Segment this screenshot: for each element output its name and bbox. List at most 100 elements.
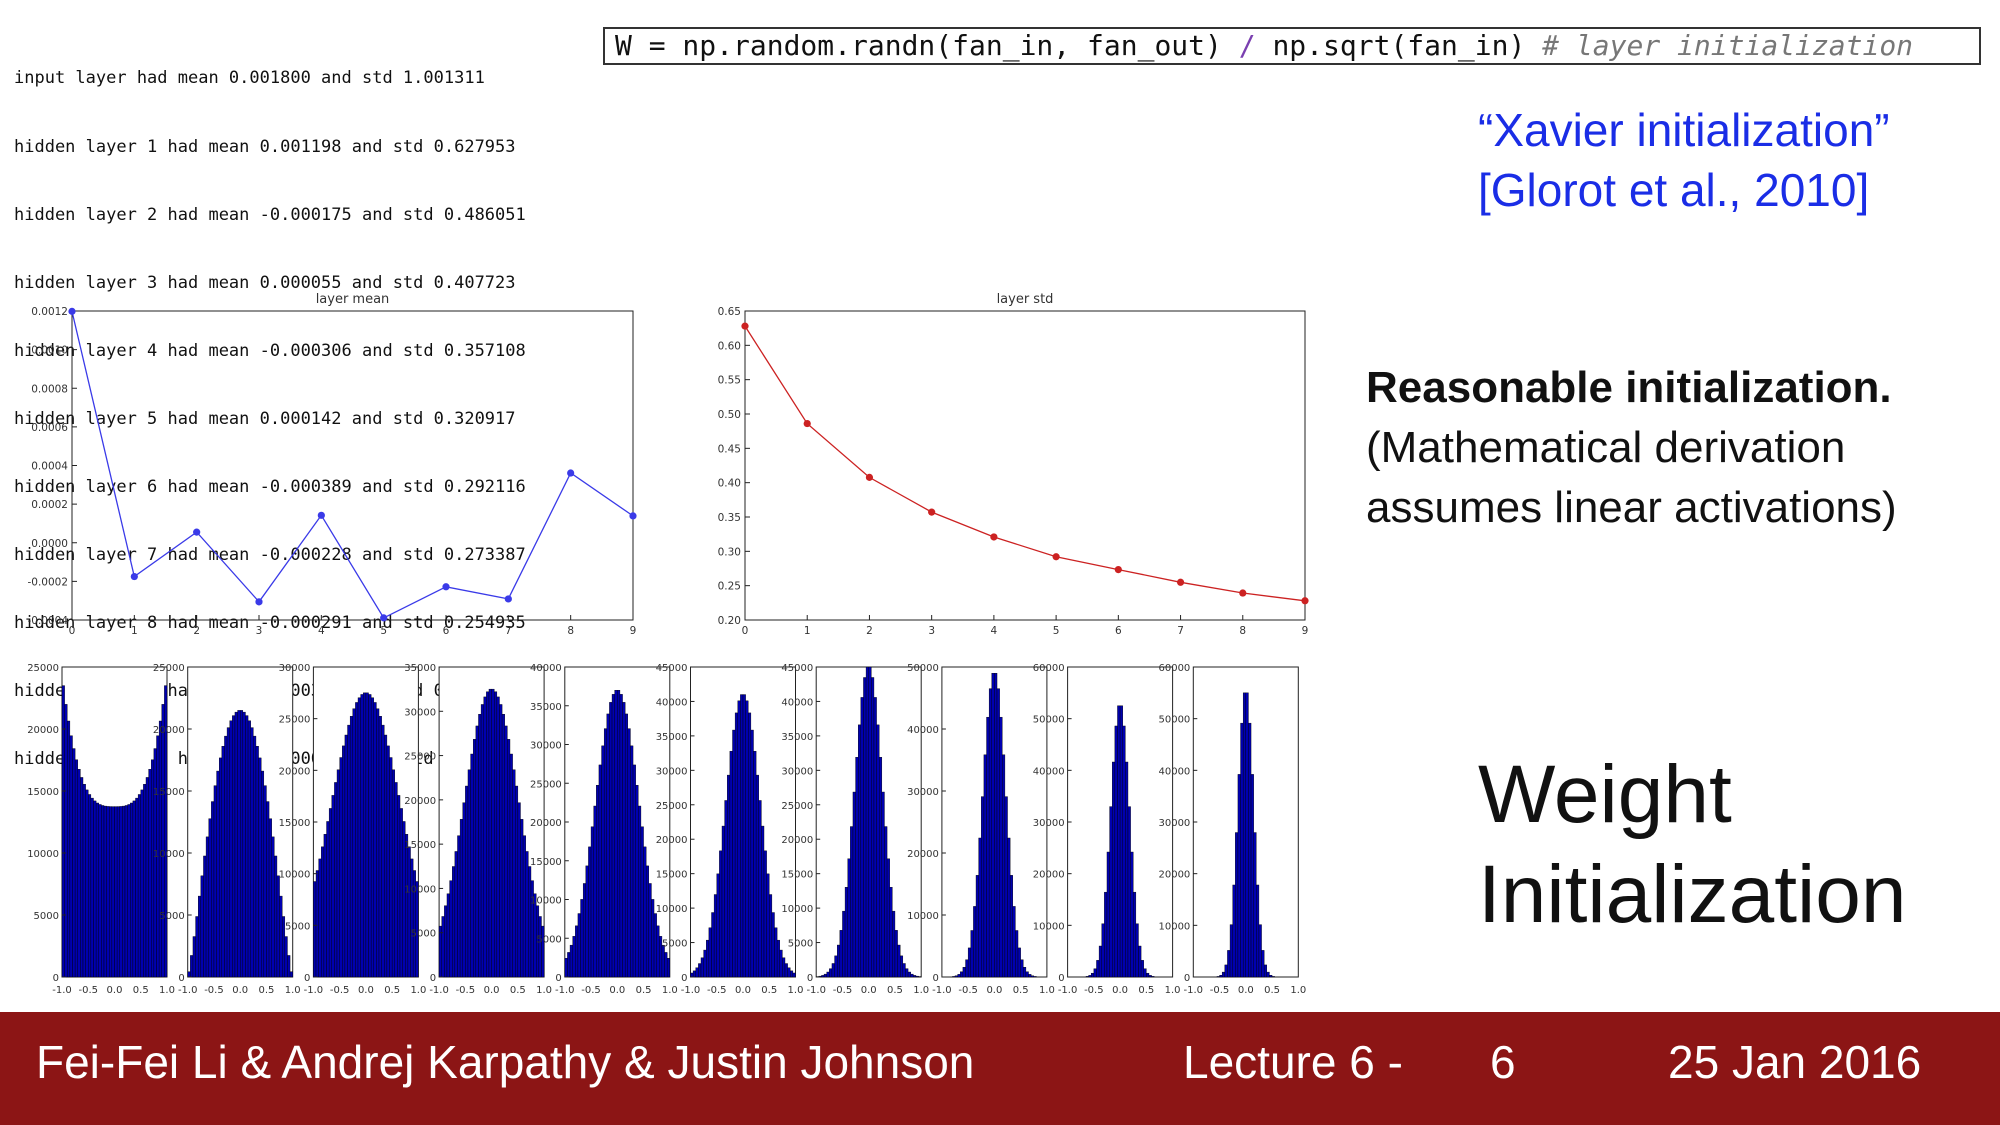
chart-title: layer mean (316, 292, 390, 307)
histogram-bar (161, 704, 165, 978)
histogram-bar (250, 727, 254, 978)
log-line: hidden layer 8 had mean -0.000291 and st… (14, 613, 526, 634)
histogram-bar (881, 791, 885, 978)
histogram-bar (148, 769, 152, 978)
histogram-bar (1023, 967, 1027, 978)
x-tick-label: 2 (193, 625, 200, 637)
histogram-bar (242, 711, 246, 978)
histogram-bar (648, 883, 652, 978)
histogram-bar (748, 712, 752, 978)
histogram-bar (384, 734, 388, 978)
y-tick-label: 0 (178, 973, 184, 984)
citation-method: “Xavier initialization” (1478, 104, 1890, 156)
histogram-bar (645, 865, 649, 978)
histogram-bar (82, 784, 86, 978)
histogram-bar (871, 677, 875, 978)
histogram-bar (873, 697, 877, 978)
histogram-bar (1269, 975, 1273, 978)
x-tick-label: 0.0 (1112, 985, 1128, 996)
histogram-bar (617, 690, 621, 978)
histogram-bar (988, 688, 992, 978)
histogram-bar (504, 725, 508, 978)
data-point (1239, 589, 1247, 597)
histogram-bar (638, 805, 642, 978)
histogram-bar (67, 720, 71, 978)
y-tick-label: 30000 (781, 766, 813, 777)
histogram-bar (769, 894, 773, 978)
histogram-panel-layer-4: 35000 30000 25000 20000 15000 10000 5000 0-1.0-… (404, 663, 552, 996)
y-tick-label: 0.0004 (31, 461, 68, 473)
x-tick-label: 1.0 (788, 985, 804, 996)
histogram-bar (585, 865, 589, 978)
data-point (193, 528, 201, 536)
histogram-bar (965, 959, 969, 978)
histogram-bar (528, 866, 532, 978)
histogram-bar (727, 774, 731, 978)
x-tick-label: 1.0 (662, 985, 678, 996)
histogram-bar (1109, 806, 1113, 978)
histogram-bar (386, 745, 390, 978)
x-tick-label: 0.5 (1013, 985, 1029, 996)
histogram-bar (124, 805, 128, 978)
histogram-bar (750, 729, 754, 978)
histogram-bar (229, 720, 233, 978)
x-tick-label: 0.0 (861, 985, 877, 996)
y-tick-label: 0.30 (718, 546, 741, 558)
histogram-bar (1263, 964, 1268, 978)
histogram-bar (365, 692, 369, 978)
histogram-bar (567, 952, 571, 978)
histogram-bar (829, 968, 833, 978)
histogram-bar (164, 685, 168, 978)
x-tick-label: 0.5 (510, 985, 526, 996)
histogram-panel-layer-6: 45000 40000 35000 30000 25000 20000 15000 10000… (656, 663, 804, 996)
log-line: hidden layer 1 had mean 0.001198 and std… (14, 136, 516, 157)
histogram-bar (321, 846, 325, 978)
data-point (1114, 566, 1122, 574)
histogram-bar (1093, 968, 1097, 978)
histogram-bar (488, 688, 492, 978)
y-tick-label: 0.0006 (31, 422, 68, 434)
x-tick-label: 4 (318, 625, 325, 637)
histogram-bar (837, 944, 841, 978)
histogram-bar (145, 777, 149, 978)
histogram-bar (695, 967, 699, 978)
citation-reference: [Glorot et al., 2010] (1478, 164, 1870, 216)
code-operator: / (1238, 29, 1256, 62)
histogram-bar (1229, 924, 1233, 978)
histogram-bar (1248, 722, 1252, 978)
histogram-bar (611, 694, 615, 978)
y-tick-label: 5000 (788, 939, 813, 950)
log-line: hidden layer 5 had mean 0.000142 and std… (14, 408, 516, 429)
histogram-bar (208, 818, 212, 978)
histogram-panel-layer-7: 45000 40000 35000 30000 25000 20000 15000 10000… (781, 663, 929, 996)
histogram-bar (517, 802, 521, 978)
histogram-bar (190, 955, 194, 978)
histogram-bar (858, 724, 862, 978)
histogram-bar (328, 808, 332, 978)
histogram-bar (745, 700, 749, 978)
histogram-bar (1130, 851, 1134, 978)
x-tick-label: 5 (380, 625, 387, 637)
histogram-bar (839, 930, 843, 978)
log-line: hidden layer 7 had mean -0.000228 and st… (14, 545, 526, 566)
y-tick-label: 40000 (530, 663, 562, 674)
histogram-bar (368, 694, 372, 978)
y-tick-label: 5000 (285, 921, 310, 932)
y-tick-label: 0.0008 (31, 383, 68, 395)
histogram-bar (376, 708, 380, 978)
histogram-bar (478, 714, 482, 978)
histogram-bar (978, 837, 982, 978)
histogram-bar (135, 797, 139, 978)
y-tick-label: 0 (53, 973, 59, 984)
histogram-bar (515, 785, 519, 978)
y-tick-label: 20000 (153, 725, 185, 736)
histogram-bar (1148, 975, 1152, 978)
y-tick-label: 5000 (536, 934, 561, 945)
histogram-bar (130, 802, 134, 978)
y-tick-label: 35000 (530, 702, 562, 713)
histogram-bar (852, 791, 856, 978)
y-tick-label: 10000 (279, 870, 311, 881)
data-point (990, 533, 998, 541)
x-tick-label: 0.0 (1238, 985, 1254, 996)
